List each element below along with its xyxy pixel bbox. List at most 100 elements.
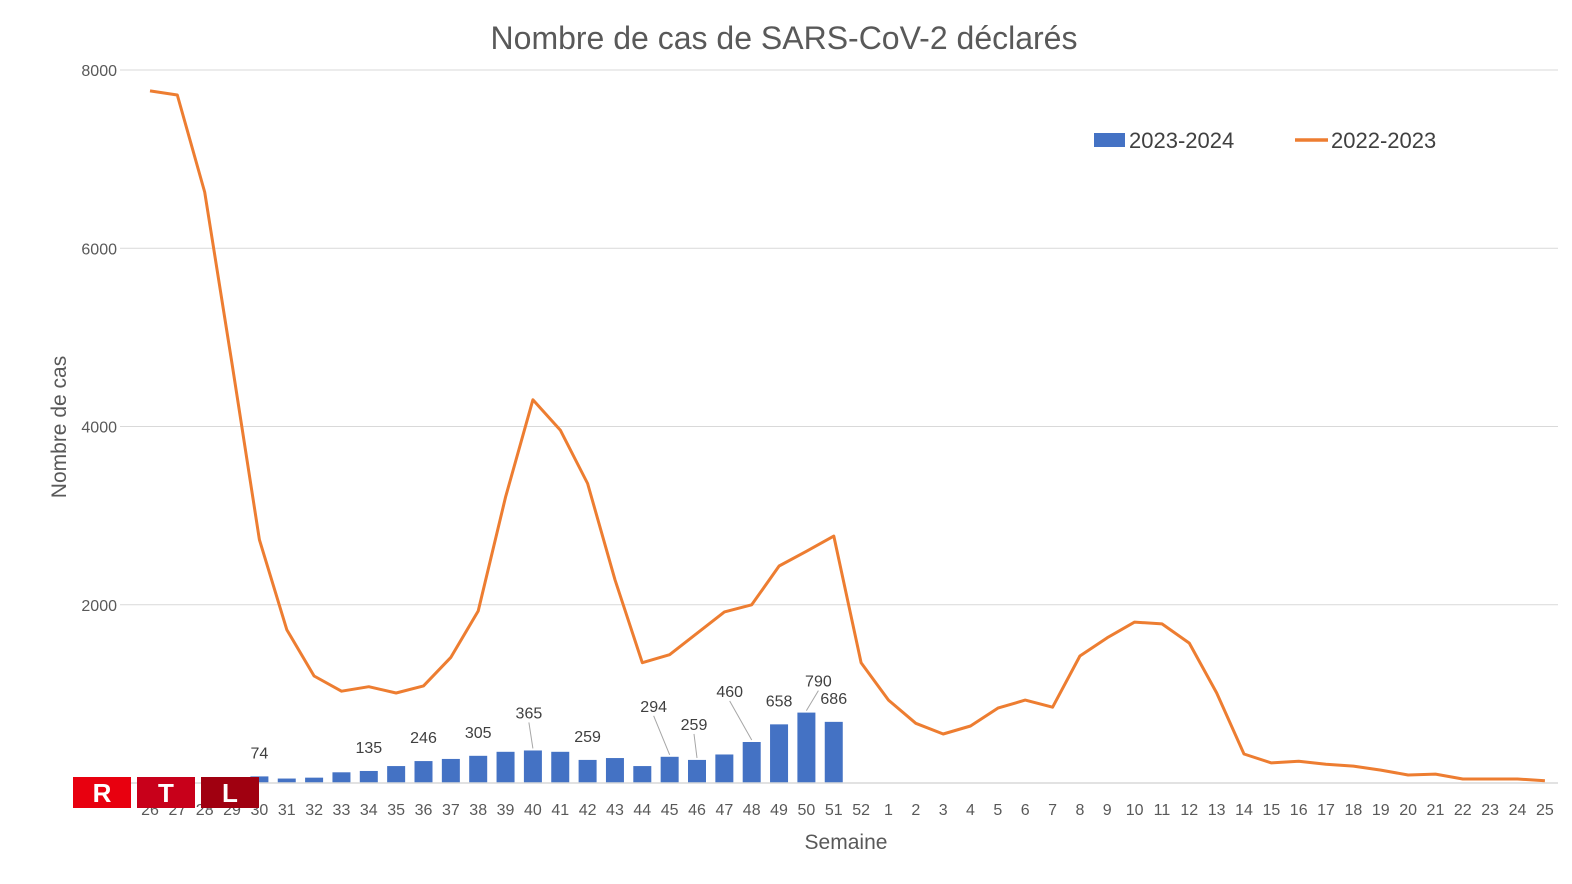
x-tick-label: 50 — [798, 802, 816, 819]
leader-line-46 — [693, 733, 698, 758]
x-tick-label: 37 — [442, 802, 460, 819]
rtl-logo-block — [73, 777, 131, 808]
bar-35 — [387, 766, 406, 783]
x-tick-label: 41 — [551, 802, 569, 819]
y-axis-label: Nombre de cas — [48, 356, 71, 498]
leader-line-40 — [528, 722, 534, 749]
data-label-34: 135 — [355, 740, 382, 757]
bar-48 — [742, 742, 761, 783]
y-tick-label: 2000 — [81, 598, 117, 615]
x-tick-label: 51 — [825, 802, 843, 819]
rtl-logo-block — [201, 777, 259, 808]
x-tick-label: 21 — [1427, 802, 1445, 819]
bar-40 — [523, 750, 542, 783]
x-tick-label: 4 — [966, 802, 975, 819]
x-tick-label: 9 — [1103, 802, 1112, 819]
line-series-2022-2023 — [149, 89, 1545, 783]
bar-37 — [441, 758, 460, 783]
rtl-logo-letter: R — [93, 778, 112, 808]
x-tick-label: 17 — [1317, 802, 1335, 819]
x-tick-label: 49 — [770, 802, 788, 819]
bar-series-2023-2024 — [250, 712, 843, 783]
x-axis-ticks: 26 27 28 29 30 31 32 33 34 35 36 37 38 39 40 41 42 43 44 45… — [141, 802, 1554, 819]
line-2022-2023 — [149, 89, 1545, 783]
bar-38 — [469, 755, 488, 783]
x-tick-label: 5 — [993, 802, 1002, 819]
leader-line-50 — [805, 690, 819, 711]
x-tick-label: 20 — [1399, 802, 1417, 819]
x-tick-label: 43 — [606, 802, 624, 819]
x-tick-label: 35 — [387, 802, 405, 819]
bar-47 — [715, 754, 734, 783]
legend-swatch-2023-2024 — [1094, 133, 1125, 147]
x-tick-label: 25 — [1536, 802, 1554, 819]
x-tick-label: 33 — [333, 802, 351, 819]
x-tick-label: 48 — [743, 802, 761, 819]
gridlines — [120, 69, 1558, 606]
x-tick-label: 14 — [1235, 802, 1253, 819]
bar-42 — [578, 759, 597, 783]
x-tick-label: 10 — [1126, 802, 1144, 819]
x-tick-label: 15 — [1262, 802, 1280, 819]
x-tick-label: 45 — [661, 802, 679, 819]
x-tick-label: 12 — [1180, 802, 1198, 819]
bar-51 — [824, 721, 843, 783]
bar-36 — [414, 761, 433, 783]
y-tick-label: 6000 — [81, 241, 117, 258]
data-label-36: 246 — [410, 730, 437, 747]
x-tick-label: 38 — [469, 802, 487, 819]
data-label-42: 259 — [574, 729, 601, 746]
x-tick-label: 34 — [360, 802, 378, 819]
x-tick-label: 11 — [1154, 802, 1171, 819]
bar-45 — [660, 756, 679, 783]
x-tick-label: 31 — [278, 802, 296, 819]
data-label-38: 305 — [465, 725, 492, 742]
x-tick-label: 23 — [1481, 802, 1499, 819]
data-label-45: 294 — [640, 699, 667, 716]
x-tick-label: 18 — [1345, 802, 1363, 819]
bar-43 — [605, 758, 624, 783]
bar-41 — [551, 751, 570, 783]
x-tick-label: 47 — [715, 802, 733, 819]
x-tick-label: 24 — [1509, 802, 1527, 819]
x-tick-label: 6 — [1021, 802, 1030, 819]
legend-label-2023-2024: 2023-2024 — [1129, 128, 1234, 153]
data-label-49: 658 — [766, 693, 793, 710]
data-label-30: 74 — [251, 745, 269, 762]
bar-32 — [305, 777, 324, 783]
y-tick-label: 4000 — [81, 420, 117, 437]
data-label-51: 686 — [820, 691, 847, 708]
x-tick-label: 42 — [579, 802, 597, 819]
x-tick-label: 52 — [852, 802, 870, 819]
bar-49 — [770, 724, 789, 783]
x-tick-label: 16 — [1290, 802, 1308, 819]
x-tick-label: 19 — [1372, 802, 1390, 819]
rtl-logo-letter: T — [158, 778, 174, 808]
x-tick-label: 36 — [415, 802, 433, 819]
data-label-40: 365 — [516, 705, 543, 722]
data-label-48: 460 — [716, 684, 743, 701]
bar-31 — [277, 778, 296, 783]
x-tick-label: 7 — [1048, 802, 1057, 819]
x-tick-label: 46 — [688, 802, 706, 819]
x-tick-label: 40 — [524, 802, 542, 819]
x-tick-label: 8 — [1075, 802, 1084, 819]
x-tick-label: 13 — [1208, 802, 1226, 819]
leader-line-45 — [653, 715, 671, 755]
x-tick-label: 3 — [939, 802, 948, 819]
bar-44 — [633, 766, 652, 783]
data-label-50: 790 — [805, 674, 832, 691]
leader-line-48 — [729, 700, 753, 741]
x-tick-label: 1 — [884, 802, 893, 819]
x-tick-label: 39 — [497, 802, 515, 819]
data-label-46: 259 — [681, 717, 708, 734]
bar-39 — [496, 751, 515, 783]
x-tick-label: 22 — [1454, 802, 1472, 819]
x-tick-label: 32 — [305, 802, 323, 819]
bar-46 — [688, 759, 706, 783]
y-tick-label: 8000 — [81, 63, 117, 80]
x-axis-label: Semaine — [805, 831, 888, 854]
